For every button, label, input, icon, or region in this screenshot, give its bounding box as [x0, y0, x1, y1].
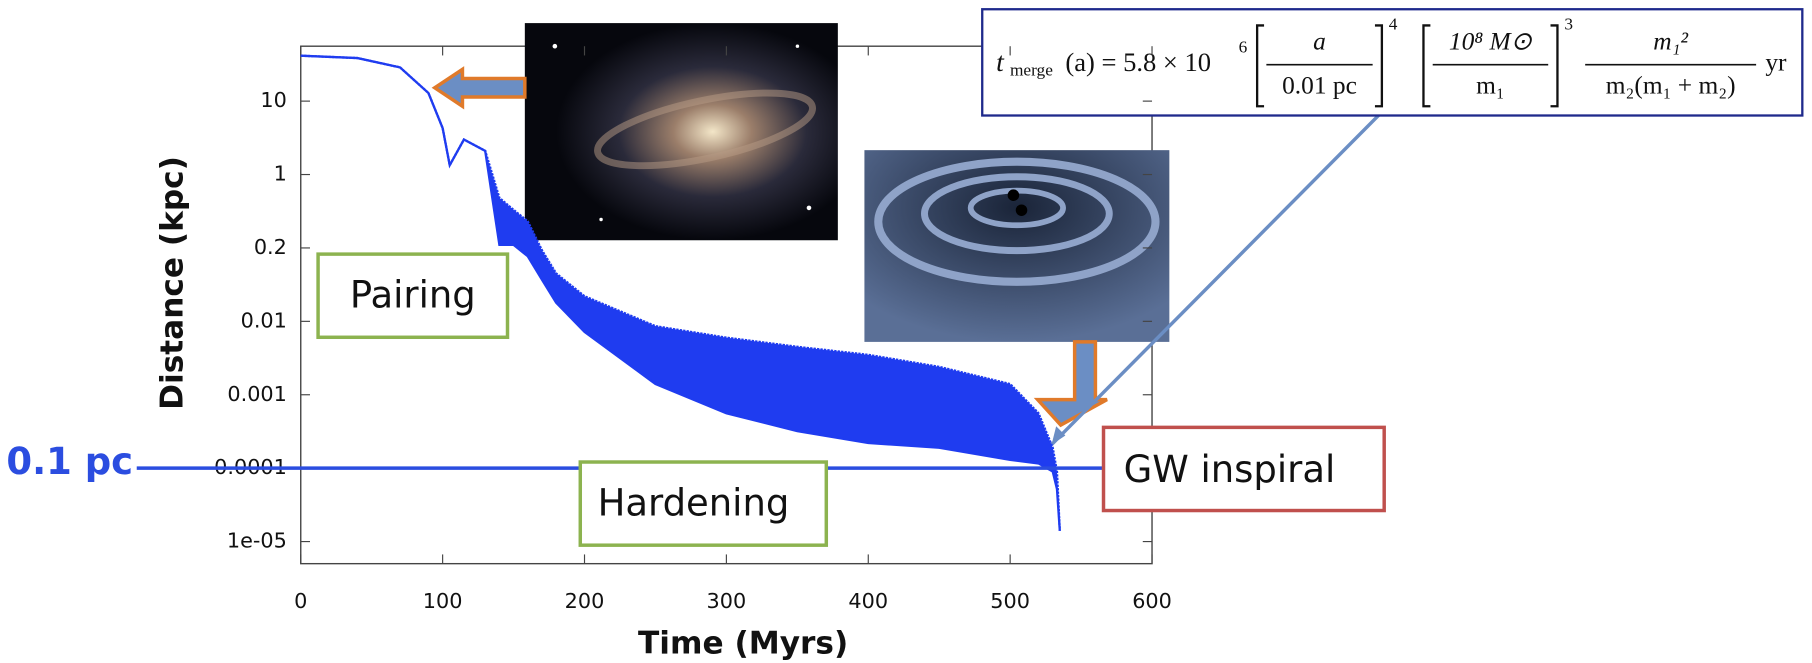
bracket — [1255, 24, 1265, 108]
pointer-head — [1051, 426, 1066, 445]
bracket — [1374, 24, 1384, 108]
formula-part: 4 — [1389, 14, 1398, 33]
formula-part: m₁² — [1653, 28, 1688, 56]
x-tick-label: 300 — [707, 589, 747, 613]
band — [300, 55, 1060, 531]
formula-part: a — [1313, 28, 1326, 56]
reference-label: 0.1 pc — [6, 440, 133, 483]
x-tick-label: 100 — [423, 589, 463, 613]
formula-part: m₁ — [1476, 72, 1505, 100]
annotation: Pairing — [350, 273, 476, 316]
y-tick-label: 0.01 — [241, 308, 287, 332]
annotation-box — [578, 460, 829, 547]
formula-part: (a) = 5.8 × 10 — [1065, 47, 1211, 77]
y-tick-label: 1 — [274, 162, 287, 186]
y-tick-label: 10 — [260, 88, 286, 112]
formula-part: 10⁸ M⊙ — [1449, 28, 1533, 56]
arrow — [1033, 340, 1108, 428]
bracket — [1550, 24, 1559, 108]
formula-part: 6 — [1239, 37, 1248, 56]
y-tick-label: 1e-05 — [227, 529, 287, 553]
formula-box — [981, 8, 1804, 117]
formula-part: merge — [1010, 61, 1053, 80]
y-tick-label: 0.2 — [254, 235, 287, 259]
x-tick-label: 200 — [565, 589, 605, 613]
pointer-line — [1050, 111, 1382, 446]
annotation-box — [1101, 425, 1386, 513]
formula-part: 3 — [1564, 14, 1573, 33]
galaxy-image — [524, 23, 838, 241]
annotation: GW inspiral — [1124, 448, 1336, 491]
data-line — [300, 54, 1061, 531]
bracket — [1422, 24, 1431, 108]
annotation: Hardening — [598, 481, 790, 524]
formula-part: m₂(m₁ + m₂) — [1606, 72, 1736, 100]
formula-part: t — [996, 46, 1005, 77]
y-tick-label: 0.001 — [227, 382, 287, 406]
x-axis-label: Time (Myrs) — [638, 626, 848, 662]
formula: t merge (a) = 5.8 × 10 6 a 0.01 pc 4 10⁸ M⊙ m₁ 3 m… — [996, 14, 1787, 108]
x-tick-label: 600 — [1132, 589, 1172, 613]
x-tick-label: 500 — [990, 589, 1030, 613]
gw-image — [864, 150, 1170, 342]
y-axis-label: Distance (kpc) — [155, 156, 191, 410]
formula-part: yr — [1765, 49, 1787, 77]
x-tick-label: 0 — [294, 589, 307, 613]
arrow — [431, 66, 527, 110]
annotation-box — [316, 252, 510, 340]
x-tick-label: 400 — [848, 589, 888, 613]
formula-part: 0.01 pc — [1282, 72, 1357, 100]
